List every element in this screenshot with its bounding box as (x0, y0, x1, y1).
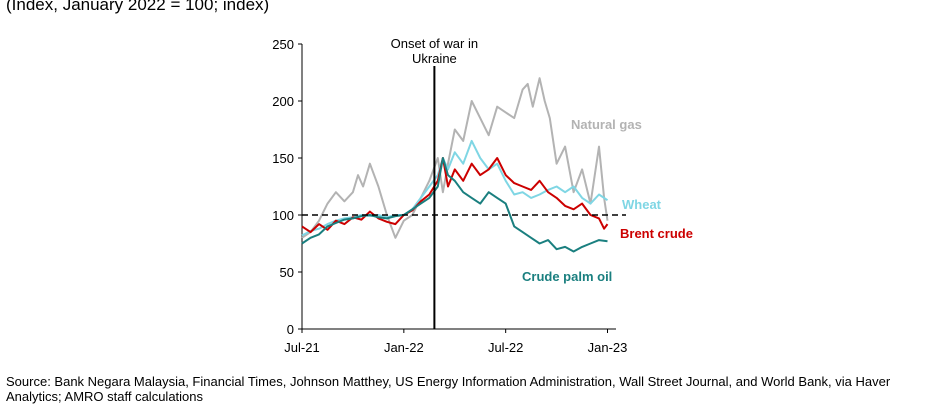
x-tick-label: Jan-23 (588, 340, 628, 355)
y-tick-label: 50 (280, 265, 294, 280)
y-tick-label: 150 (272, 151, 294, 166)
x-tick-label: Jul-21 (284, 340, 319, 355)
x-tick-label: Jan-22 (384, 340, 424, 355)
y-tick-label: 0 (287, 322, 294, 337)
y-axis: 0 50 100 150 200 250 (272, 37, 303, 337)
series-line-crude-palm-oil (301, 157, 608, 253)
legend-label-wheat: Wheat (622, 197, 662, 212)
event-label: Onset of war in (391, 36, 478, 51)
series-line-natural-gas (301, 77, 609, 239)
y-tick-label: 200 (272, 94, 294, 109)
legend-label-natural-gas: Natural gas (571, 117, 642, 132)
x-axis: Jul-21 Jan-22 Jul-22 Jan-23 (284, 328, 628, 355)
y-tick-label: 250 (272, 37, 294, 52)
legend-label-brent-crude: Brent crude (620, 226, 693, 241)
series-lines (301, 77, 609, 253)
x-tick-label: Jul-22 (488, 340, 523, 355)
y-tick-label: 100 (272, 208, 294, 223)
event-label: Ukraine (412, 51, 457, 66)
legend-label-crude-palm-oil: Crude palm oil (522, 269, 612, 284)
chart-subtitle: (Index, January 2022 = 100; index) (6, 0, 270, 14)
series-line-brent-crude (301, 157, 609, 234)
